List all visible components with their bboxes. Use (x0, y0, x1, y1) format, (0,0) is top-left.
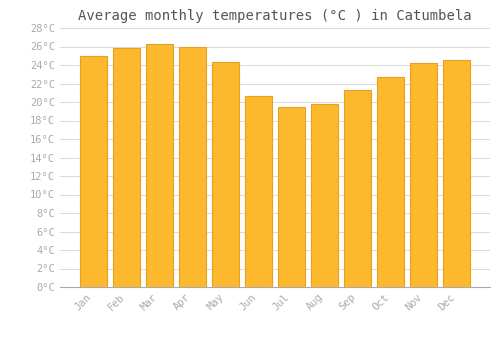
Bar (278, 107, 305, 287)
Bar (311, 104, 338, 287)
Bar (245, 96, 272, 287)
Bar (146, 44, 173, 287)
Bar (410, 63, 438, 287)
Bar (179, 47, 206, 287)
Bar (344, 90, 371, 287)
Bar (444, 60, 470, 287)
Bar (80, 56, 106, 287)
Bar (377, 77, 404, 287)
Bar (212, 62, 239, 287)
Bar (112, 48, 140, 287)
Title: Average monthly temperatures (°C ) in Catumbela: Average monthly temperatures (°C ) in Ca… (78, 9, 472, 23)
